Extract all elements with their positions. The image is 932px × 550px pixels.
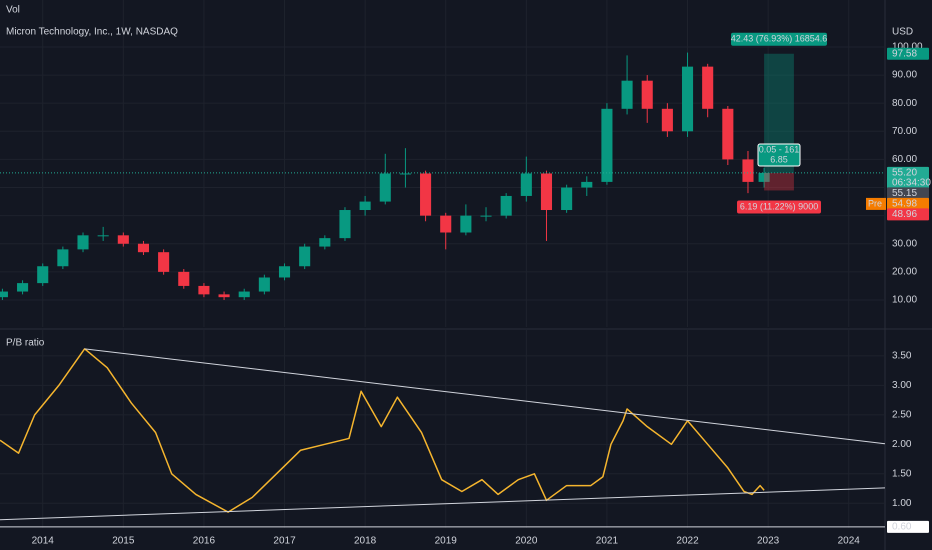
- price-badge: 55.15: [892, 188, 917, 199]
- candle-body: [758, 172, 770, 182]
- center-label-bg: [757, 143, 801, 167]
- candle-body: [339, 210, 351, 239]
- trendline: [84, 348, 886, 445]
- y-tick-label: 30.00: [892, 238, 917, 249]
- hline-badge: 0.60: [892, 521, 912, 532]
- candle-body: [440, 215, 452, 233]
- candle-body: [742, 159, 754, 182]
- candle-body: [540, 173, 553, 211]
- y-tick-label: 2.00: [892, 439, 912, 450]
- price-badge: 55.20: [892, 168, 917, 179]
- price-badge-bg: [887, 166, 929, 179]
- x-tick-label: 2018: [354, 536, 377, 547]
- target-label: 42.43 (76.93%) 16854.6: [731, 34, 828, 44]
- candle-body: [278, 266, 291, 278]
- y-tick-label: 20.00: [892, 267, 917, 278]
- stop-label-bg: [737, 200, 822, 214]
- price-badge-bg: [887, 208, 929, 221]
- stop-zone: [764, 173, 794, 191]
- x-tick-label: 2019: [435, 536, 458, 547]
- candle-body: [178, 271, 190, 286]
- candle-body: [561, 187, 573, 211]
- candle-body: [399, 173, 411, 175]
- y-tick-label: 2.50: [892, 409, 912, 420]
- price-badge-bg: [887, 197, 929, 210]
- candle-body: [480, 215, 492, 217]
- x-tick-label: 2017: [273, 536, 296, 547]
- candle-body: [621, 80, 633, 109]
- price-badge: 48.96: [892, 209, 917, 220]
- candle-body: [117, 235, 129, 244]
- currency: USD: [892, 27, 913, 38]
- candle-body: [299, 246, 311, 267]
- pane-title: P/B ratio: [6, 338, 45, 349]
- candle-body: [601, 108, 613, 182]
- candle-body: [420, 173, 432, 216]
- y-tick-label: 90.00: [892, 70, 917, 81]
- candle-body: [77, 235, 89, 250]
- countdown-bg: [887, 177, 929, 188]
- stop-label: 6.19 (11.22%) 9000: [740, 201, 818, 211]
- y-tick-label: 70.00: [892, 126, 917, 137]
- y-tick-label: 100.00: [892, 42, 923, 53]
- x-tick-label: 2022: [676, 536, 699, 547]
- x-tick-label: 2016: [193, 536, 216, 547]
- candle-body: [359, 201, 371, 211]
- x-tick-label: 2023: [757, 536, 780, 547]
- x-tick-label: 2015: [112, 536, 135, 547]
- candle-body: [137, 243, 150, 253]
- trendline: [0, 487, 886, 521]
- candle-body: [681, 66, 694, 132]
- candle-body: [702, 66, 714, 109]
- price-badge: 97.58: [892, 48, 917, 59]
- countdown: 06:34:30: [892, 178, 931, 189]
- pb-line: [0, 348, 765, 513]
- y-tick-label: 80.00: [892, 98, 917, 109]
- candle-body: [661, 108, 673, 132]
- target-label-bg: [731, 32, 828, 46]
- candle-body: [581, 181, 593, 188]
- candle-body: [641, 80, 653, 109]
- candle-body: [238, 291, 250, 298]
- candle-body: [379, 173, 391, 202]
- y-tick-label: 3.50: [892, 351, 912, 362]
- candle-body: [460, 215, 472, 233]
- chart-title: Micron Technology, Inc., 1W, NASDAQ: [6, 27, 178, 38]
- x-tick-label: 2021: [596, 536, 619, 547]
- candle-body: [17, 283, 29, 292]
- indicator-label: Vol: [6, 5, 20, 16]
- x-tick-label: 2014: [32, 536, 55, 547]
- candle-body: [158, 252, 170, 272]
- pre-tag-bg: [866, 197, 886, 210]
- labels: Vol Micron Technology, Inc., 1W, NASDAQ …: [6, 5, 931, 547]
- y-tick-label: 1.00: [892, 498, 912, 509]
- candle-body: [198, 285, 210, 295]
- y-tick-label: 60.00: [892, 154, 917, 165]
- x-tick-label: 2020: [515, 536, 538, 547]
- y-tick-label: 10.00: [892, 295, 917, 306]
- y-tick-label: 3.00: [892, 380, 912, 391]
- y-tick-label: 1.50: [892, 468, 912, 479]
- candle-body: [0, 291, 8, 298]
- candle-body: [37, 266, 49, 284]
- center-label: 0.05 - 161: [759, 144, 800, 154]
- candle-body: [520, 173, 532, 196]
- center-label: 6.85: [770, 154, 788, 164]
- x-tick-label: 2024: [838, 536, 861, 547]
- price-badge-bg: [887, 47, 929, 60]
- candle-body: [97, 235, 109, 237]
- hline-badge-bg: [887, 520, 929, 533]
- candle-body: [218, 294, 230, 298]
- price-badge-bg: [887, 187, 929, 200]
- price-badge: 54.98: [892, 199, 917, 210]
- pre-tag: Pre: [868, 198, 882, 208]
- candle-body: [319, 238, 331, 247]
- candle-body: [500, 195, 512, 216]
- candle-body: [57, 249, 69, 267]
- candle-body: [258, 277, 270, 292]
- candle-body: [722, 108, 734, 160]
